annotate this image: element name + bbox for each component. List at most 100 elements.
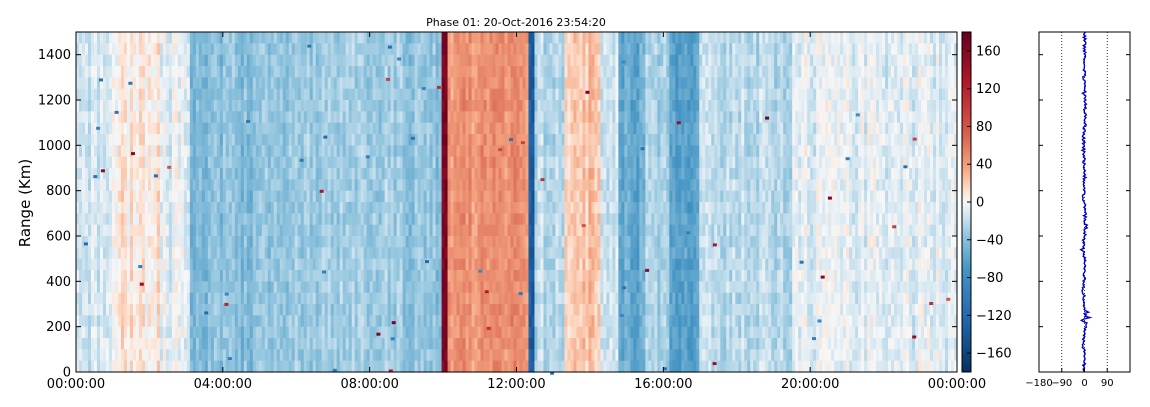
- heatmap-cell: [483, 315, 488, 328]
- heatmap-cell: [339, 292, 344, 305]
- heatmap-cell: [537, 224, 542, 237]
- heatmap-cell: [345, 213, 350, 226]
- heatmap-cell: [360, 122, 365, 135]
- heatmap-cell: [330, 360, 335, 373]
- heatmap-cell: [276, 202, 281, 214]
- heatmap-cell: [303, 54, 308, 67]
- heatmap-cell: [513, 156, 518, 169]
- heatmap-cell: [468, 32, 473, 44]
- heatmap-cell: [435, 349, 440, 362]
- heatmap-cell: [258, 77, 263, 90]
- heatmap-cell: [258, 258, 263, 271]
- heatmap-cell: [396, 349, 401, 362]
- heatmap-cell: [462, 281, 467, 294]
- heatmap-cell: [420, 247, 425, 260]
- heatmap-cell: [513, 247, 518, 260]
- heatmap-cell: [432, 54, 437, 67]
- heatmap-cell: [543, 360, 548, 373]
- heatmap-cell: [93, 247, 98, 260]
- heatmap-cell: [561, 88, 566, 101]
- heatmap-cell: [384, 202, 389, 214]
- heatmap-cell: [381, 224, 386, 237]
- heatmap-cell: [342, 54, 347, 67]
- heatmap-cell: [312, 111, 317, 124]
- heatmap-cell: [246, 236, 251, 248]
- heatmap-cell: [528, 315, 533, 328]
- heatmap-cell: [111, 292, 116, 305]
- heatmap-cell: [483, 304, 488, 316]
- heatmap-cell: [126, 360, 131, 373]
- heatmap-cell: [219, 349, 224, 362]
- heatmap-cell: [168, 77, 173, 90]
- heatmap-cell: [261, 213, 266, 226]
- heatmap-cell: [408, 213, 413, 226]
- heatmap-cell: [357, 168, 362, 180]
- heatmap-cell: [144, 326, 149, 339]
- heatmap-cell: [423, 202, 428, 214]
- heatmap-cell: [516, 270, 521, 282]
- heatmap-cell: [447, 190, 452, 203]
- heatmap-cell: [234, 77, 239, 90]
- heatmap-cell: [231, 66, 236, 78]
- heatmap-cell: [549, 304, 554, 316]
- heatmap-cell: [495, 88, 500, 101]
- heatmap-cell: [117, 66, 122, 78]
- heatmap-cell: [216, 168, 221, 180]
- heatmap-cell: [408, 168, 413, 180]
- heatmap-cell: [363, 258, 368, 271]
- heatmap-cell: [336, 270, 341, 282]
- heatmap-cell: [441, 77, 446, 90]
- heatmap-cell: [435, 258, 440, 271]
- heatmap-cell: [255, 179, 260, 192]
- heatmap-cell: [129, 145, 134, 158]
- heatmap-cell: [567, 145, 572, 158]
- heatmap-cell: [180, 66, 185, 78]
- heatmap-cell: [426, 190, 431, 203]
- heatmap-cell: [318, 179, 323, 192]
- heatmap-cell: [504, 270, 509, 282]
- heatmap-cell: [90, 88, 95, 101]
- heatmap-cell: [528, 258, 533, 271]
- heatmap-cell: [390, 258, 395, 271]
- heatmap-cell: [432, 100, 437, 112]
- heatmap-cell: [108, 156, 113, 169]
- heatmap-cell: [510, 292, 515, 305]
- heatmap-cell: [207, 281, 212, 294]
- heatmap-cell: [405, 202, 410, 214]
- heatmap-cell: [249, 43, 254, 56]
- heatmap-cell: [180, 258, 185, 271]
- heatmap-cell: [147, 247, 152, 260]
- heatmap-cell: [132, 247, 137, 260]
- heatmap-cell: [213, 338, 218, 350]
- heatmap-cell: [411, 236, 416, 248]
- heatmap-cell: [429, 190, 434, 203]
- heatmap-cell: [216, 338, 221, 350]
- heatmap-cell: [453, 202, 458, 214]
- heatmap-cell: [297, 270, 302, 282]
- heatmap-cell: [81, 122, 86, 135]
- heatmap-cell: [540, 202, 545, 214]
- heatmap-cell: [177, 338, 182, 350]
- heatmap-cell: [456, 213, 461, 226]
- heatmap-cell: [471, 156, 476, 169]
- heatmap-cell: [195, 326, 200, 339]
- heatmap-cell: [204, 326, 209, 339]
- heatmap-cell: [348, 349, 353, 362]
- heatmap-cell: [450, 134, 455, 146]
- heatmap-cell: [195, 190, 200, 203]
- y-axis-label: Range (Km): [16, 159, 34, 247]
- heatmap-cell: [456, 258, 461, 271]
- heatmap-cell: [483, 292, 488, 305]
- heatmap-cell: [507, 88, 512, 101]
- heatmap-cell: [213, 122, 218, 135]
- heatmap-cell: [285, 224, 290, 237]
- heatmap-cell: [378, 224, 383, 237]
- heatmap-cell: [255, 281, 260, 294]
- heatmap-cell: [153, 168, 158, 180]
- heatmap-cell: [126, 111, 131, 124]
- heatmap-cell: [315, 338, 320, 350]
- heatmap-cell: [249, 77, 254, 90]
- heatmap-cell: [561, 326, 566, 339]
- heatmap-cell: [567, 213, 572, 226]
- heatmap-cell: [567, 360, 572, 373]
